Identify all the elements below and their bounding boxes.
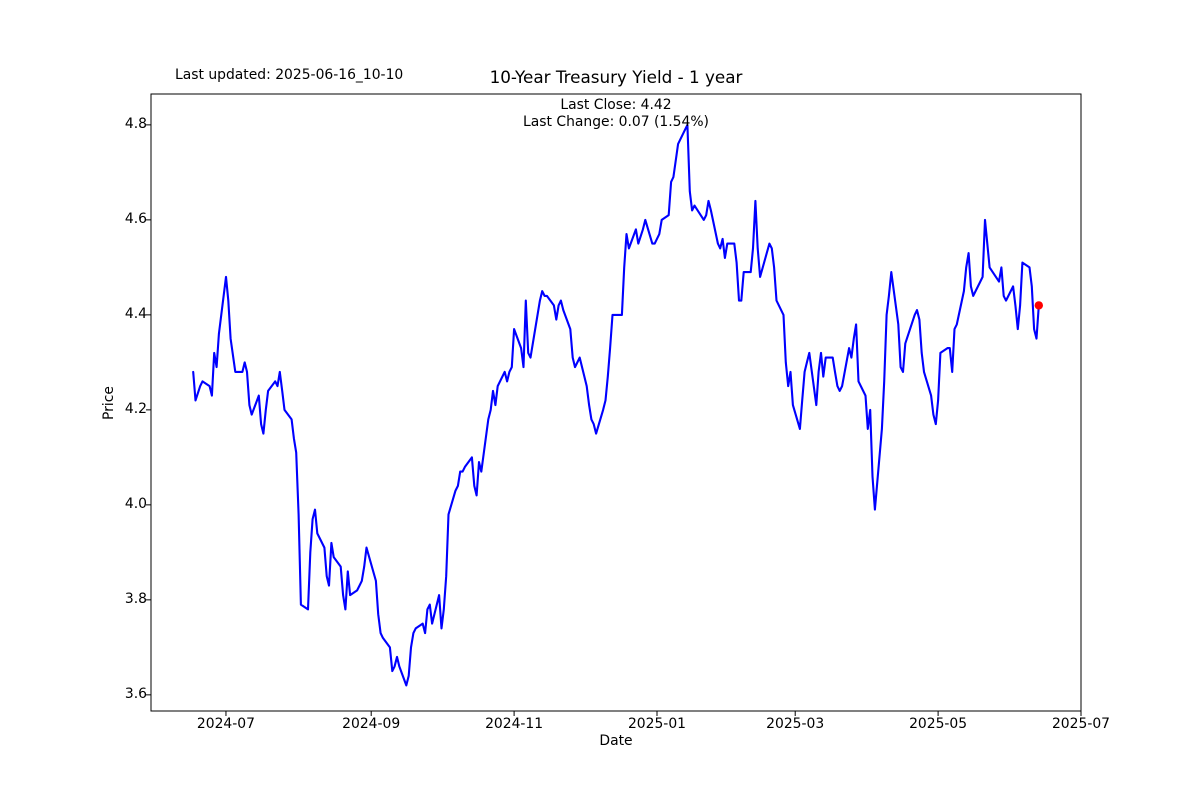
x-tick-label: 2024-11 [485,716,544,732]
last-close-text: Last Close: 4.42 [560,97,672,113]
y-tick-label: 4.4 [124,305,147,322]
y-tick-label: 4.2 [124,400,147,417]
x-tick-label: 2025-01 [627,716,686,732]
y-tick-label: 3.6 [124,685,147,702]
line-group [192,123,1044,687]
x-tick-label: 2025-07 [1051,716,1111,732]
x-tick-label: 2024-09 [342,716,401,732]
y-tick-label: 3.8 [124,590,147,607]
last-close-annotation: Last Close: 4.42 Last Change: 0.07 (1.54… [151,97,1081,131]
y-tick-label: 4.6 [124,210,147,227]
y-tick-label: 4.0 [124,495,147,512]
tick-marks [146,124,1082,716]
y-tick-label: 4.8 [124,115,147,132]
x-axis-label: Date [599,733,633,749]
x-tick-label: 2024-07 [196,716,255,732]
last-updated-text: Last updated: 2025-06-16_10-10 [175,67,404,83]
chart-title: 10-Year Treasury Yield - 1 year [489,66,743,87]
x-tick-label: 2025-05 [909,716,968,732]
last-price-dot [1034,301,1044,310]
last-change-text: Last Change: 0.07 (1.54%) [523,114,709,130]
price-line [192,123,1040,687]
x-tick-label: 2025-03 [766,716,825,732]
plot-frame [150,93,1082,712]
